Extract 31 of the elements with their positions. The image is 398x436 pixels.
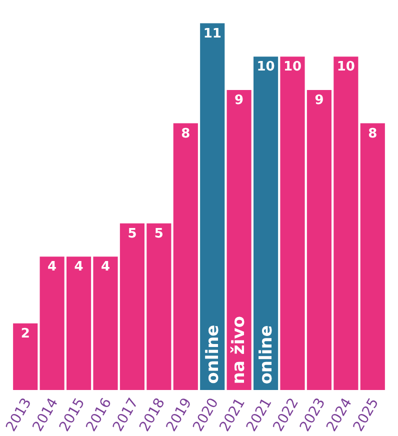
bar [66,256,92,390]
data-label: 4 [100,260,110,275]
bar [200,23,225,390]
data-label: 5 [128,226,137,242]
data-label: 8 [181,126,190,142]
data-label: 11 [203,26,222,42]
bar [120,223,144,390]
data-label: 2 [20,326,30,342]
data-label: 8 [368,126,378,142]
bar [13,323,38,390]
annotation: online [202,324,223,384]
bar [360,123,385,390]
data-label: 5 [154,226,164,242]
data-label: 10 [256,60,275,75]
bar [40,256,64,390]
bar [146,223,172,390]
bar [173,123,198,390]
data-label: 4 [74,260,84,275]
bar [306,90,332,390]
bar [280,56,305,390]
data-label: 10 [283,60,302,75]
bar [254,56,278,390]
bar [226,90,252,390]
bar [93,256,118,390]
data-label: 10 [336,60,355,75]
bar [334,56,358,390]
annotation: online [256,325,276,384]
data-label: 9 [234,92,244,108]
annotation: na živo [229,316,250,384]
data-label: 9 [314,92,324,108]
data-label: 4 [48,260,57,275]
